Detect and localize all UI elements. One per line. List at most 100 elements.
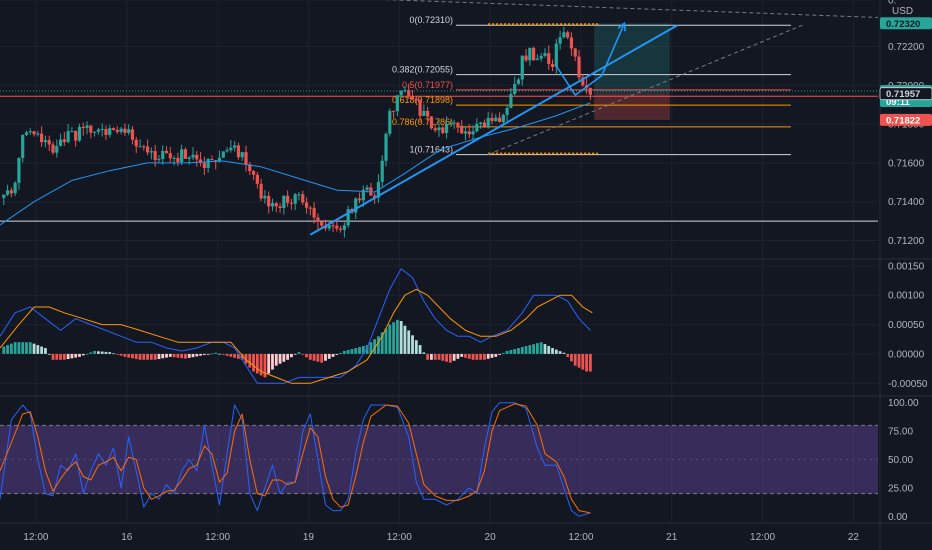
macd-histogram-bar	[199, 353, 202, 356]
candle-body	[202, 162, 206, 169]
macd-histogram-bar	[172, 353, 176, 358]
candle-body	[573, 48, 577, 57]
macd-histogram-bar	[89, 352, 93, 354]
countdown-label: 09:11	[886, 97, 910, 108]
macd-histogram-bar	[467, 353, 471, 359]
candle-body	[9, 190, 13, 194]
macd-histogram-bar	[395, 319, 399, 354]
macd-histogram-bar	[543, 344, 547, 354]
candle-body	[490, 117, 494, 121]
macd-histogram-bar	[588, 353, 592, 372]
candle-body	[357, 198, 362, 201]
macd-histogram-bar	[558, 351, 562, 354]
candle-body	[316, 217, 320, 222]
macd-histogram-bar	[168, 353, 172, 357]
trend-line	[309, 24, 678, 236]
macd-histogram-bar	[36, 345, 40, 354]
candle-body	[270, 203, 275, 207]
macd-histogram-bar	[486, 353, 490, 359]
price-tag	[880, 113, 932, 126]
candle-body	[240, 152, 244, 158]
macd-histogram-bar	[115, 353, 119, 355]
candle-body	[176, 157, 180, 163]
macd-signal-line	[0, 288, 593, 384]
macd-histogram-bar	[369, 342, 373, 354]
candle-body	[28, 131, 32, 133]
macd-histogram-bar	[9, 343, 13, 354]
macd-histogram-bar	[221, 353, 225, 355]
price-tick-label: 0.71400	[888, 197, 925, 208]
macd-histogram-bar	[62, 353, 66, 360]
candle-body	[471, 131, 475, 135]
candle-body	[494, 117, 498, 121]
macd-tick-label: 0.00150	[888, 261, 925, 272]
macd-histogram-bar	[437, 353, 441, 360]
candle-body	[395, 95, 399, 112]
macd-histogram-bar	[191, 353, 195, 358]
currency-label: USD	[892, 6, 913, 17]
candle-body	[195, 154, 199, 160]
candle-body	[460, 125, 464, 134]
time-axis: 12:00 16 12:00 19 12:00 20 12:00 21 12:00 22	[23, 532, 859, 543]
candle-body	[547, 53, 551, 64]
candle-body	[278, 206, 282, 208]
candle-body	[297, 194, 301, 196]
candle-body	[89, 125, 93, 133]
macd-histogram-bar	[263, 353, 267, 378]
macd-histogram-bar	[123, 353, 127, 357]
macd-histogram-bar	[195, 353, 199, 357]
macd-histogram-bar	[448, 353, 452, 363]
macd-histogram-bar	[551, 348, 554, 354]
candle-body	[335, 225, 339, 229]
candle-body	[403, 90, 407, 92]
macd-histogram-bar	[252, 353, 255, 372]
macd-histogram-bar	[59, 353, 62, 360]
macd-histogram-bar	[407, 330, 411, 354]
candle-body	[566, 32, 570, 38]
candle-body	[70, 131, 74, 133]
stochastic-tick-label: 50.00	[888, 455, 913, 466]
candle-body	[248, 164, 252, 172]
macd-histogram-bar	[267, 353, 271, 374]
macd-histogram-bar	[392, 322, 395, 354]
candle-body	[119, 128, 123, 132]
macd-histogram-bar	[93, 350, 97, 354]
macd-histogram-bar	[513, 349, 517, 354]
price-tag	[880, 17, 932, 30]
candle-body	[304, 202, 309, 208]
macd-histogram-bar	[255, 353, 259, 374]
macd-histogram-bar	[373, 339, 377, 354]
candle-body	[543, 53, 547, 56]
macd-histogram-bar	[218, 353, 221, 355]
candle-body	[282, 195, 286, 208]
candle-body	[229, 147, 233, 151]
candle-body	[96, 129, 100, 132]
macd-histogram-bar	[108, 352, 112, 354]
channel-upper-line	[383, 0, 879, 18]
stochastic-d-line	[0, 403, 591, 514]
candle-body	[422, 110, 426, 116]
projection-arrow-head	[617, 21, 626, 32]
macd-histogram-bar	[327, 353, 331, 359]
macd-histogram-bar	[142, 353, 146, 360]
macd-histogram-bar	[293, 353, 297, 355]
candle-body	[115, 130, 119, 132]
macd-histogram-bar	[509, 350, 513, 354]
macd-tick-label: 0.00100	[888, 291, 925, 302]
candle-body	[123, 128, 127, 133]
macd-histogram-bar	[274, 353, 278, 366]
candle-body	[111, 128, 116, 131]
macd-histogram-bar	[524, 346, 528, 354]
macd-histogram-bar	[138, 353, 142, 360]
candle-body	[301, 194, 305, 203]
macd-histogram-bar	[81, 353, 85, 356]
macd-histogram-bar	[339, 352, 343, 354]
candle-body	[225, 150, 229, 152]
candle-body	[391, 110, 396, 112]
candle-body	[36, 133, 40, 135]
macd-histogram-bar	[354, 348, 358, 354]
candle-body	[497, 117, 502, 122]
candle-body	[85, 125, 89, 129]
